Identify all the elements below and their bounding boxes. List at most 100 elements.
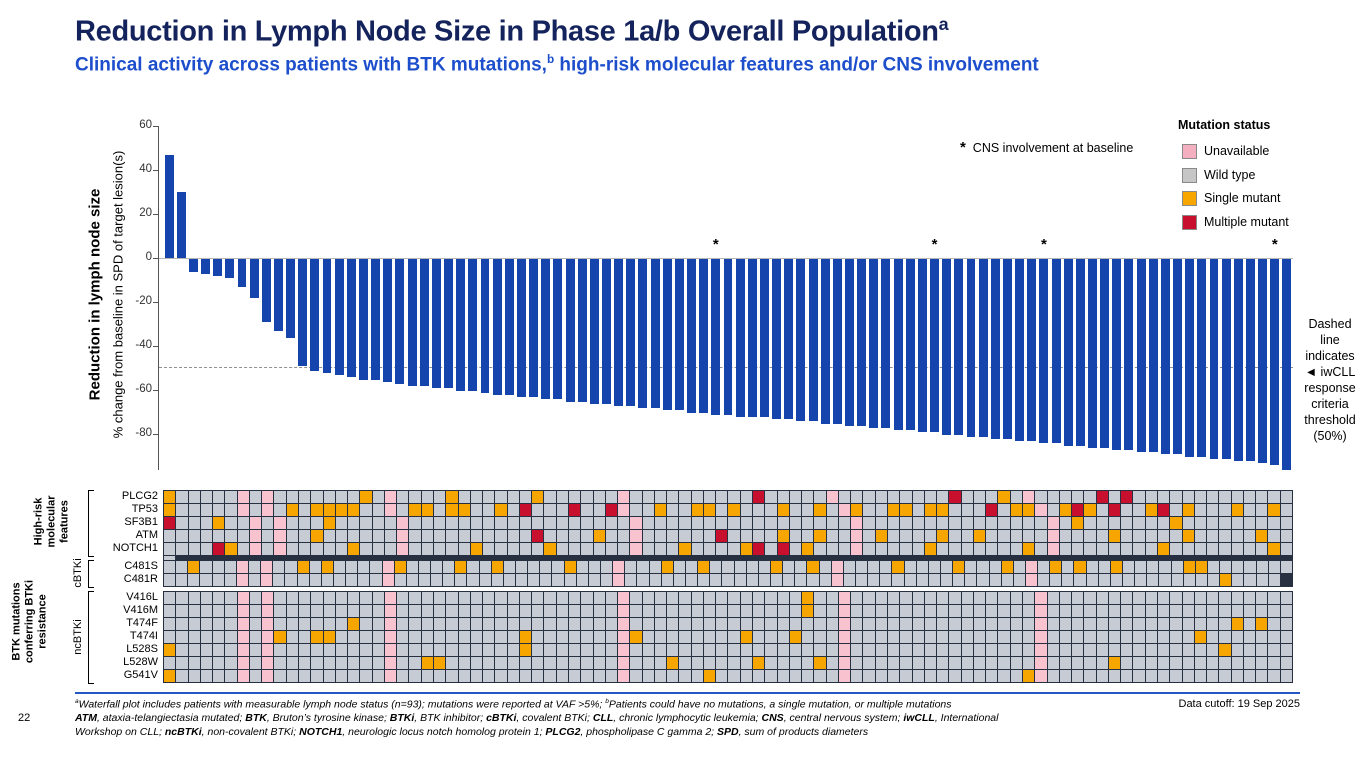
heatmap-cell: [409, 491, 421, 503]
footnote-line-3: Workshop on CLL; ncBTKi, non-covalent BT…: [75, 726, 868, 738]
heatmap-cell: [888, 631, 900, 643]
heatmap-cell: [916, 561, 928, 573]
heatmap-cell: [593, 543, 605, 555]
threshold-annotation-line: indicates: [1305, 349, 1355, 363]
heatmap-cell: [397, 543, 409, 555]
heatmap-cell: [605, 517, 618, 529]
heatmap-cell: [384, 592, 397, 604]
heatmap-cell: [446, 543, 458, 555]
heatmap-cell: [418, 574, 431, 586]
heatmap-cell: [900, 631, 912, 643]
heatmap-cell: [924, 592, 937, 604]
heatmap-cell: [1133, 605, 1145, 617]
heatmap-cell: [986, 592, 998, 604]
heatmap-cell: [273, 561, 285, 573]
heatmap-cell: [753, 605, 765, 617]
heatmap-cell: [1158, 657, 1170, 669]
heatmap-cell: [544, 657, 556, 669]
heatmap-cell: [703, 605, 716, 617]
heatmap-cell: [262, 543, 274, 555]
heatmap-cell: [1035, 657, 1047, 669]
heatmap-cell: [1158, 504, 1170, 516]
heatmap-cell: [1158, 670, 1170, 682]
heatmap-cell: [673, 561, 685, 573]
heatmap-cell: [1110, 561, 1123, 573]
heatmap-cell: [176, 561, 188, 573]
heatmap-cell: [249, 491, 262, 503]
heatmap-cell: [1243, 631, 1256, 643]
heatmap-cell: [814, 543, 826, 555]
heatmap-cell: [765, 491, 777, 503]
heatmap-cell: [728, 631, 740, 643]
heatmap-cell: [986, 530, 998, 542]
heatmap-cell: [311, 491, 323, 503]
heatmap-cell: [667, 631, 679, 643]
heatmap-cell: [1145, 543, 1157, 555]
heatmap-cell: [679, 657, 691, 669]
heatmap-cell: [1010, 592, 1023, 604]
heatmap-cell: [1096, 491, 1108, 503]
heatmap-cell: [323, 670, 335, 682]
heatmap-cell: [1280, 504, 1292, 516]
heatmap-cell: [703, 530, 716, 542]
heatmap-cell: [397, 592, 409, 604]
heatmap-cell: [789, 592, 802, 604]
heatmap-cell: [783, 561, 795, 573]
heatmap-cell: [924, 491, 937, 503]
heatmap-cell: [863, 605, 875, 617]
footnote-segment: , phospholipase C gamma 2;: [580, 726, 717, 738]
y-tick-mark: [153, 257, 158, 259]
heatmap-cell: [961, 670, 973, 682]
heatmap-cell: [213, 670, 225, 682]
heatmap-cell: [654, 618, 667, 630]
heatmap-cell: [1023, 631, 1035, 643]
heatmap-cell: [937, 592, 949, 604]
waterfall-bar: [1185, 258, 1195, 457]
heatmap-cell: [973, 530, 986, 542]
gene-label: NOTCH1: [112, 542, 158, 554]
heatmap-cell: [661, 574, 673, 586]
heatmap-cell: [409, 530, 421, 542]
heatmap-cell: [458, 543, 470, 555]
heatmap-cell: [1243, 543, 1256, 555]
heatmap-cell: [654, 657, 667, 669]
heatmap-cell: [409, 543, 421, 555]
heatmap-cell: [532, 631, 544, 643]
heatmap-cell: [519, 631, 532, 643]
heatmap-cell: [409, 644, 421, 656]
heatmap-cell: [1170, 530, 1182, 542]
heatmap-cell: [556, 504, 568, 516]
heatmap-cell: [642, 504, 654, 516]
heatmap-cell: [249, 543, 262, 555]
heatmap-cell: [605, 491, 618, 503]
heatmap-cell: [593, 644, 605, 656]
heatmap-cell: [360, 670, 372, 682]
heatmap-cell: [1268, 618, 1280, 630]
heatmap-cell: [814, 605, 826, 617]
sub-label-ncbtki: ncBTKi: [72, 619, 84, 655]
heatmap-cell: [618, 670, 630, 682]
heatmap-cell: [446, 592, 458, 604]
heatmap-cell: [409, 517, 421, 529]
heatmap-cell: [1243, 618, 1256, 630]
heatmap-cell: [274, 543, 286, 555]
heatmap-cell: [949, 592, 961, 604]
heatmap-cell: [851, 631, 863, 643]
heatmap-cell: [1182, 530, 1194, 542]
heatmap-cell: [728, 618, 740, 630]
heatmap-cell: [691, 517, 703, 529]
heatmap-cell: [618, 543, 630, 555]
heatmap-cell: [875, 530, 888, 542]
heatmap-cell: [397, 530, 409, 542]
heatmap-cell: [1133, 491, 1145, 503]
heatmap-cell: [1072, 644, 1084, 656]
heatmap-cell: [1062, 574, 1074, 586]
waterfall-bar: [298, 258, 308, 367]
heatmap-cell: [924, 631, 937, 643]
footnote-segment: CNS: [761, 712, 784, 724]
heatmap-cell: [532, 517, 544, 529]
heatmap-cell: [838, 605, 851, 617]
heatmap-cell: [1145, 670, 1157, 682]
heatmap-cell: [409, 605, 421, 617]
heatmap-cell: [213, 543, 225, 555]
